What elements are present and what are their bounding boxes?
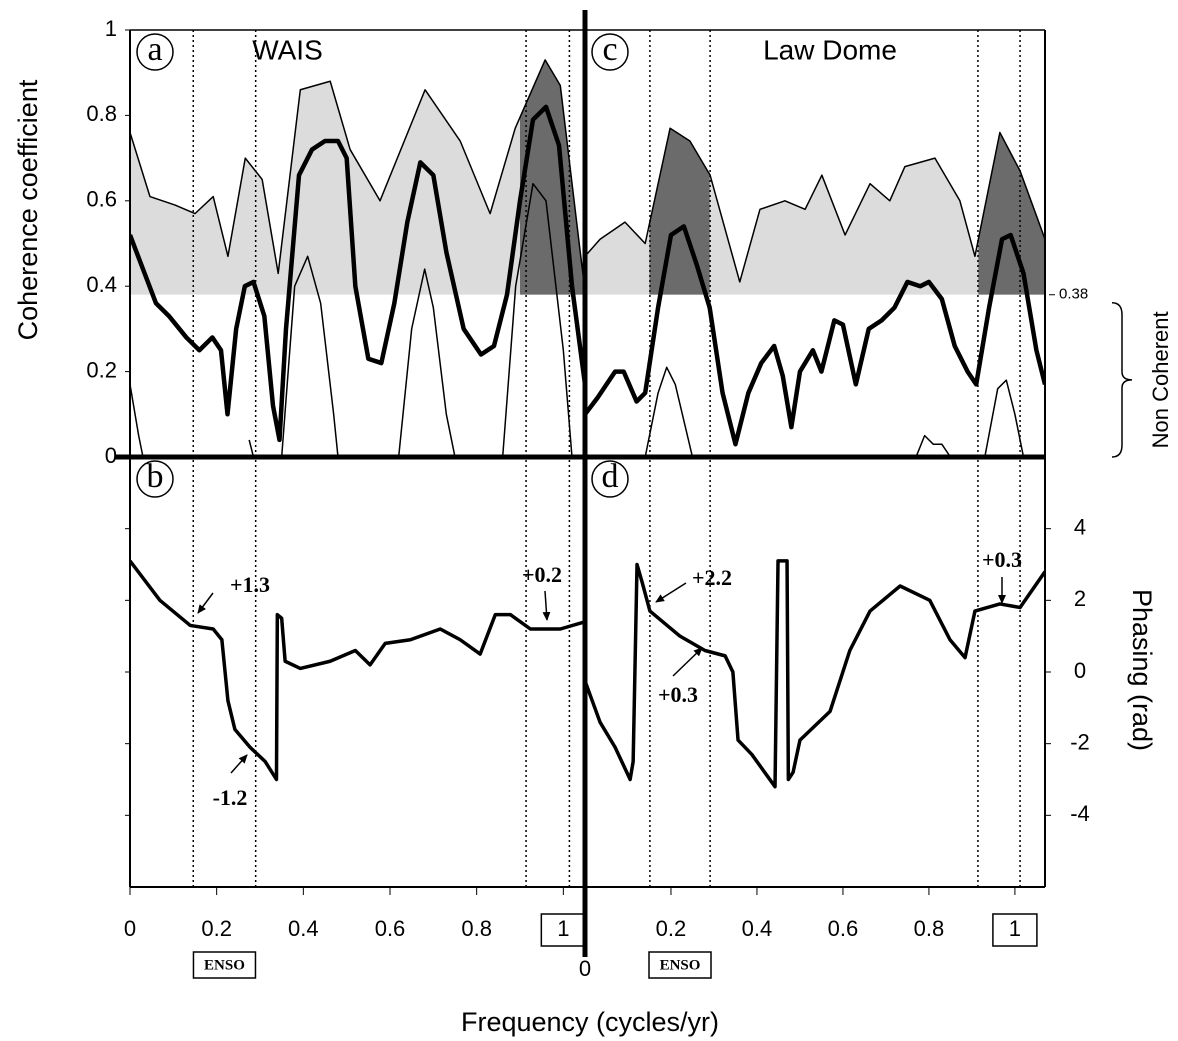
- series-group: [130, 559, 585, 782]
- lines: [130, 59, 1045, 789]
- y-tick-label: 0: [105, 443, 117, 468]
- panel-title: WAIS: [252, 34, 323, 65]
- panel-circle: [591, 33, 629, 71]
- y-axis-title: Phasing (rad): [1127, 589, 1157, 751]
- series-group: [130, 59, 585, 457]
- coherent-fill: [130, 59, 585, 295]
- x-tick-label: 0.4: [288, 916, 319, 941]
- annotation-arrow: [230, 754, 248, 774]
- panel-label: b: [147, 458, 164, 495]
- annotation: +0.2: [522, 562, 562, 587]
- panel-label: a: [147, 31, 162, 68]
- band-label: ENSO: [204, 957, 245, 973]
- y-tick-label: 0.8: [86, 101, 117, 126]
- x-tick-label: 0.8: [914, 916, 945, 941]
- threshold-label: 0.38: [1059, 286, 1088, 303]
- x-tick-label: 0.6: [375, 916, 406, 941]
- panel-label: c: [602, 31, 617, 68]
- annotation-arrow: [655, 582, 687, 603]
- series-line: [585, 127, 1045, 283]
- series-line: [130, 59, 585, 291]
- y-tick-label: 0: [1074, 658, 1086, 683]
- x-tick-box: [540, 913, 587, 947]
- panel-title: Law Dome: [763, 34, 897, 65]
- annotation: +0.3: [658, 682, 698, 707]
- y-tick-label: 4: [1074, 514, 1086, 539]
- x-tick-label: 0.4: [742, 916, 773, 941]
- panel-circle: [136, 33, 174, 71]
- series-group: [585, 559, 1045, 789]
- x-tick-label: 1: [1009, 916, 1021, 941]
- annotation: +1.3: [230, 572, 270, 597]
- x-axis-title: Frequency (cycles/yr): [461, 1007, 719, 1037]
- x-tick-label: 0.6: [828, 916, 859, 941]
- annotation: +2.2: [692, 565, 732, 590]
- band-label: ENSO: [660, 957, 701, 973]
- annotation-arrow: [672, 647, 703, 677]
- x-tick-box: [992, 913, 1038, 947]
- series-line: [644, 366, 1025, 457]
- series-group: [585, 127, 1045, 457]
- series-line: [130, 182, 573, 457]
- axes: a WAIS 0 0.2 0.4 0.6 0.8 1 Coherence coefficient…: [13, 10, 1173, 1037]
- y-tick-label: 1: [105, 16, 117, 41]
- threshold-note: Non Coherent: [1148, 311, 1173, 448]
- panel-label: d: [602, 458, 619, 495]
- y-tick-label: 2: [1074, 586, 1086, 611]
- y-tick-label: -2: [1070, 729, 1090, 754]
- y-tick-label: 0.2: [86, 357, 117, 382]
- band-box: [648, 951, 712, 979]
- x-tick-label: 0.2: [201, 916, 232, 941]
- dark-area: [978, 132, 1045, 295]
- x-tick-label: 0: [579, 956, 591, 981]
- y-tick-label: 0.6: [86, 187, 117, 212]
- series-line: [130, 104, 585, 443]
- panel-circle: [136, 460, 174, 498]
- x-tick-label: 0.8: [461, 916, 492, 941]
- series-line: [130, 559, 585, 782]
- series-line: [585, 224, 1045, 447]
- annotation: -1.2: [213, 785, 248, 810]
- x-tick-label: 1: [557, 916, 569, 941]
- brace: [1111, 301, 1133, 458]
- panel-circle: [591, 460, 629, 498]
- x-tick-label: 0.2: [656, 916, 687, 941]
- annotation-arrow: [197, 592, 214, 614]
- coherent-area: [585, 128, 1045, 295]
- y-tick-label: 0.4: [86, 272, 117, 297]
- dark-fill: [978, 132, 1045, 295]
- band-box: [192, 951, 257, 979]
- y-axis-title: Coherence coefficient: [13, 79, 43, 340]
- x-tick-label: 0: [124, 916, 136, 941]
- annotation-arrow: [542, 590, 551, 621]
- annotation: +0.3: [982, 547, 1022, 572]
- series-line: [585, 559, 1045, 789]
- coherent-area: [130, 59, 585, 295]
- y-tick-label: -4: [1070, 801, 1090, 826]
